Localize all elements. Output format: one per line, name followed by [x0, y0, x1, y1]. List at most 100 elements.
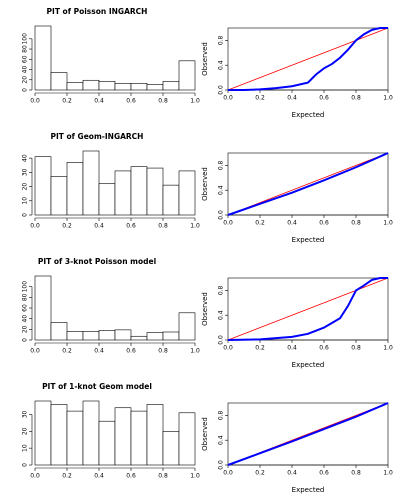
chart-title: PIT of Poisson INGARCH — [47, 7, 148, 16]
bar — [34, 275, 52, 341]
bar — [162, 431, 180, 466]
x-tick-label: 0.6 — [126, 348, 136, 355]
x-tick-label: 0.6 — [319, 470, 329, 477]
bar — [98, 80, 116, 91]
bar — [130, 335, 148, 341]
y-tick-label: 0.8 — [218, 160, 225, 170]
bar — [66, 410, 84, 466]
x-tick-label: 0.8 — [351, 345, 361, 352]
x-tick-label: 0.6 — [319, 345, 329, 352]
x-tick-label: 1.0 — [190, 348, 200, 355]
plot-box — [227, 277, 389, 341]
x-axis-label: Expected — [292, 486, 325, 494]
y-tick-label: 40 — [22, 154, 29, 162]
bar — [50, 72, 68, 91]
series-line — [227, 27, 389, 91]
x-tick-label: 0.0 — [223, 220, 233, 227]
bar — [34, 25, 52, 91]
bar — [98, 330, 116, 341]
x-tick-label: 1.0 — [190, 98, 200, 105]
y-axis-label: Observed — [201, 42, 209, 76]
x-tick-label: 0.0 — [30, 223, 40, 230]
bar — [82, 150, 100, 216]
series-line — [228, 27, 388, 91]
bar — [178, 412, 196, 466]
bar — [162, 80, 180, 91]
x-tick-label: 0.0 — [223, 470, 233, 477]
y-tick-label: 20 — [22, 183, 29, 191]
y-tick-label: 0.8 — [218, 410, 225, 420]
plot-box — [227, 152, 389, 216]
plot-box — [227, 27, 389, 91]
x-tick-label: 0.0 — [30, 348, 40, 355]
bar — [66, 162, 84, 216]
x-tick-label: 1.0 — [383, 470, 393, 477]
y-tick-label: 0 — [22, 338, 29, 342]
bar — [130, 166, 148, 216]
bar — [114, 83, 132, 91]
x-tick-label: 0.8 — [351, 220, 361, 227]
x-tick-label: 0.4 — [94, 473, 104, 480]
bar — [178, 170, 196, 216]
bar — [146, 332, 164, 341]
bar — [50, 176, 68, 216]
bar — [178, 60, 196, 91]
y-tick-label: 0 — [22, 463, 29, 467]
x-tick-label: 0.4 — [94, 98, 104, 105]
y-axis-label: Observed — [201, 292, 209, 326]
y-tick-label: 0.8 — [218, 285, 225, 295]
y-tick-label: 0.0 — [218, 85, 225, 95]
y-axis-label: Observed — [201, 417, 209, 451]
y-tick-label: 0.4 — [218, 435, 225, 445]
bar — [82, 400, 100, 466]
y-axis-label: Observed — [201, 167, 209, 201]
x-tick-label: 0.4 — [94, 348, 104, 355]
series-line — [227, 277, 388, 341]
x-tick-label: 0.6 — [126, 98, 136, 105]
bar — [178, 312, 196, 341]
y-tick-label: 60 — [22, 55, 29, 63]
x-axis-label: Expected — [292, 236, 325, 244]
x-tick-label: 0.6 — [126, 473, 136, 480]
bar — [98, 420, 116, 466]
y-tick-label: 20 — [22, 427, 29, 435]
y-tick-label: 0.8 — [218, 35, 225, 45]
x-tick-label: 0.8 — [158, 98, 168, 105]
series-line — [227, 402, 389, 466]
x-tick-label: 1.0 — [383, 345, 393, 352]
y-tick-label: 80 — [22, 293, 29, 301]
x-tick-label: 1.0 — [383, 220, 393, 227]
plot-box — [227, 402, 389, 466]
bar — [82, 79, 100, 91]
chart-title: PIT of Geom-INGARCH — [51, 132, 144, 141]
x-tick-label: 0.4 — [287, 470, 297, 477]
x-tick-label: 0.2 — [255, 345, 265, 352]
series-line — [227, 277, 389, 341]
y-tick-label: 20 — [22, 76, 29, 84]
bar — [114, 407, 132, 466]
bar — [34, 400, 52, 466]
y-tick-label: 20 — [22, 325, 29, 333]
bar — [114, 329, 132, 341]
y-tick-label: 100 — [22, 33, 29, 45]
x-axis-label: Expected — [292, 361, 325, 369]
x-tick-label: 0.8 — [351, 95, 361, 102]
x-axis-label: Expected — [292, 111, 325, 119]
bar — [162, 331, 180, 341]
bar — [34, 156, 52, 216]
x-tick-label: 0.4 — [287, 345, 297, 352]
y-tick-label: 30 — [22, 168, 29, 176]
bar — [146, 84, 164, 91]
x-tick-label: 0.2 — [62, 223, 72, 230]
x-tick-label: 0.8 — [158, 473, 168, 480]
x-tick-label: 0.2 — [62, 98, 72, 105]
y-tick-label: 0.4 — [218, 310, 225, 320]
y-tick-label: 0.0 — [218, 210, 225, 220]
y-tick-label: 0 — [22, 88, 29, 92]
x-tick-label: 0.8 — [158, 348, 168, 355]
series-line — [227, 152, 389, 216]
bar — [66, 331, 84, 341]
chart-title: PIT of 3-knot Poisson model — [38, 257, 156, 266]
bar — [50, 404, 68, 466]
